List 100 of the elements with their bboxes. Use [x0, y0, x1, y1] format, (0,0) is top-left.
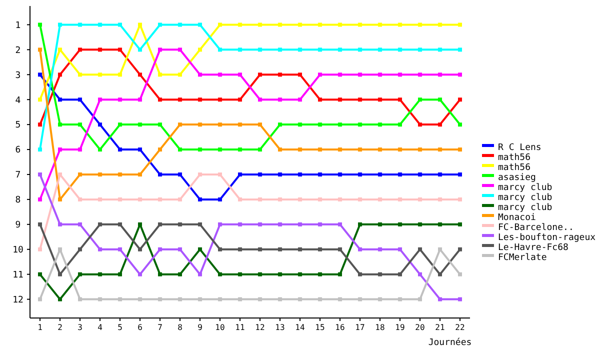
point [218, 48, 222, 52]
point [218, 98, 222, 102]
point [398, 22, 402, 27]
point [58, 197, 62, 202]
y-tick-label: 1 [15, 20, 21, 31]
point [118, 148, 122, 152]
point [158, 272, 162, 276]
point [438, 72, 442, 77]
point [278, 272, 282, 276]
point [218, 197, 222, 202]
y-tick-label: 6 [15, 146, 21, 156]
point [58, 172, 62, 176]
point [38, 272, 42, 276]
line-series [38, 22, 462, 152]
point [398, 222, 402, 226]
point [118, 272, 122, 276]
point [178, 22, 182, 27]
point [38, 98, 42, 102]
point [118, 72, 122, 77]
point [438, 122, 442, 127]
point [198, 98, 202, 102]
point [338, 48, 342, 52]
point [238, 197, 242, 202]
point [238, 98, 242, 102]
point [378, 72, 382, 77]
point [298, 272, 302, 276]
point [358, 272, 362, 276]
x-tick-label: 2 [58, 323, 63, 332]
point [138, 72, 142, 77]
point [458, 72, 462, 77]
point [338, 222, 342, 226]
x-tick-label: 14 [295, 323, 305, 332]
point [158, 172, 162, 176]
point [98, 48, 102, 52]
point [58, 98, 62, 102]
y-tick-label: 9 [15, 220, 21, 231]
point [138, 222, 142, 226]
point [318, 72, 322, 77]
x-tick-label: 8 [178, 323, 183, 332]
point [258, 247, 262, 252]
point [78, 197, 82, 202]
point [278, 22, 282, 27]
point [218, 272, 222, 276]
point [318, 22, 322, 27]
point [318, 247, 322, 252]
x-tick-label: 7 [158, 323, 163, 332]
point [158, 148, 162, 152]
point [178, 48, 182, 52]
point [298, 98, 302, 102]
point [158, 222, 162, 226]
point [438, 48, 442, 52]
point [378, 22, 382, 27]
point [158, 122, 162, 127]
point [58, 72, 62, 77]
point [278, 122, 282, 127]
point [298, 22, 302, 27]
point [218, 222, 222, 226]
point [118, 22, 122, 27]
point [78, 272, 82, 276]
point [38, 297, 42, 302]
x-tick-label: 19 [395, 323, 405, 332]
point [158, 22, 162, 27]
point [378, 247, 382, 252]
point [378, 272, 382, 276]
point [198, 172, 202, 176]
legend-label: R C Lens [498, 143, 542, 154]
point [118, 122, 122, 127]
point [38, 72, 42, 77]
point [158, 247, 162, 252]
point [78, 72, 82, 77]
point [358, 72, 362, 77]
point [98, 72, 102, 77]
line-series [38, 48, 462, 127]
point [278, 222, 282, 226]
point [318, 222, 322, 226]
point [238, 247, 242, 252]
y-tick-label: 3 [15, 70, 21, 81]
point [438, 98, 442, 102]
point [178, 148, 182, 152]
point [58, 272, 62, 276]
point [78, 148, 82, 152]
x-tick-label: 20 [415, 323, 425, 332]
point [218, 172, 222, 176]
point [138, 148, 142, 152]
point [238, 222, 242, 226]
point [38, 48, 42, 52]
point [258, 272, 262, 276]
point [238, 272, 242, 276]
point [458, 98, 462, 102]
point [138, 172, 142, 176]
point [178, 122, 182, 127]
point [298, 72, 302, 77]
point [38, 247, 42, 252]
point [458, 148, 462, 152]
point [218, 247, 222, 252]
x-tick-label: 5 [118, 323, 123, 332]
point [58, 148, 62, 152]
y-tick-label: 8 [15, 196, 21, 206]
point [298, 222, 302, 226]
legend-label: FC-Barcelone.. [498, 223, 574, 234]
